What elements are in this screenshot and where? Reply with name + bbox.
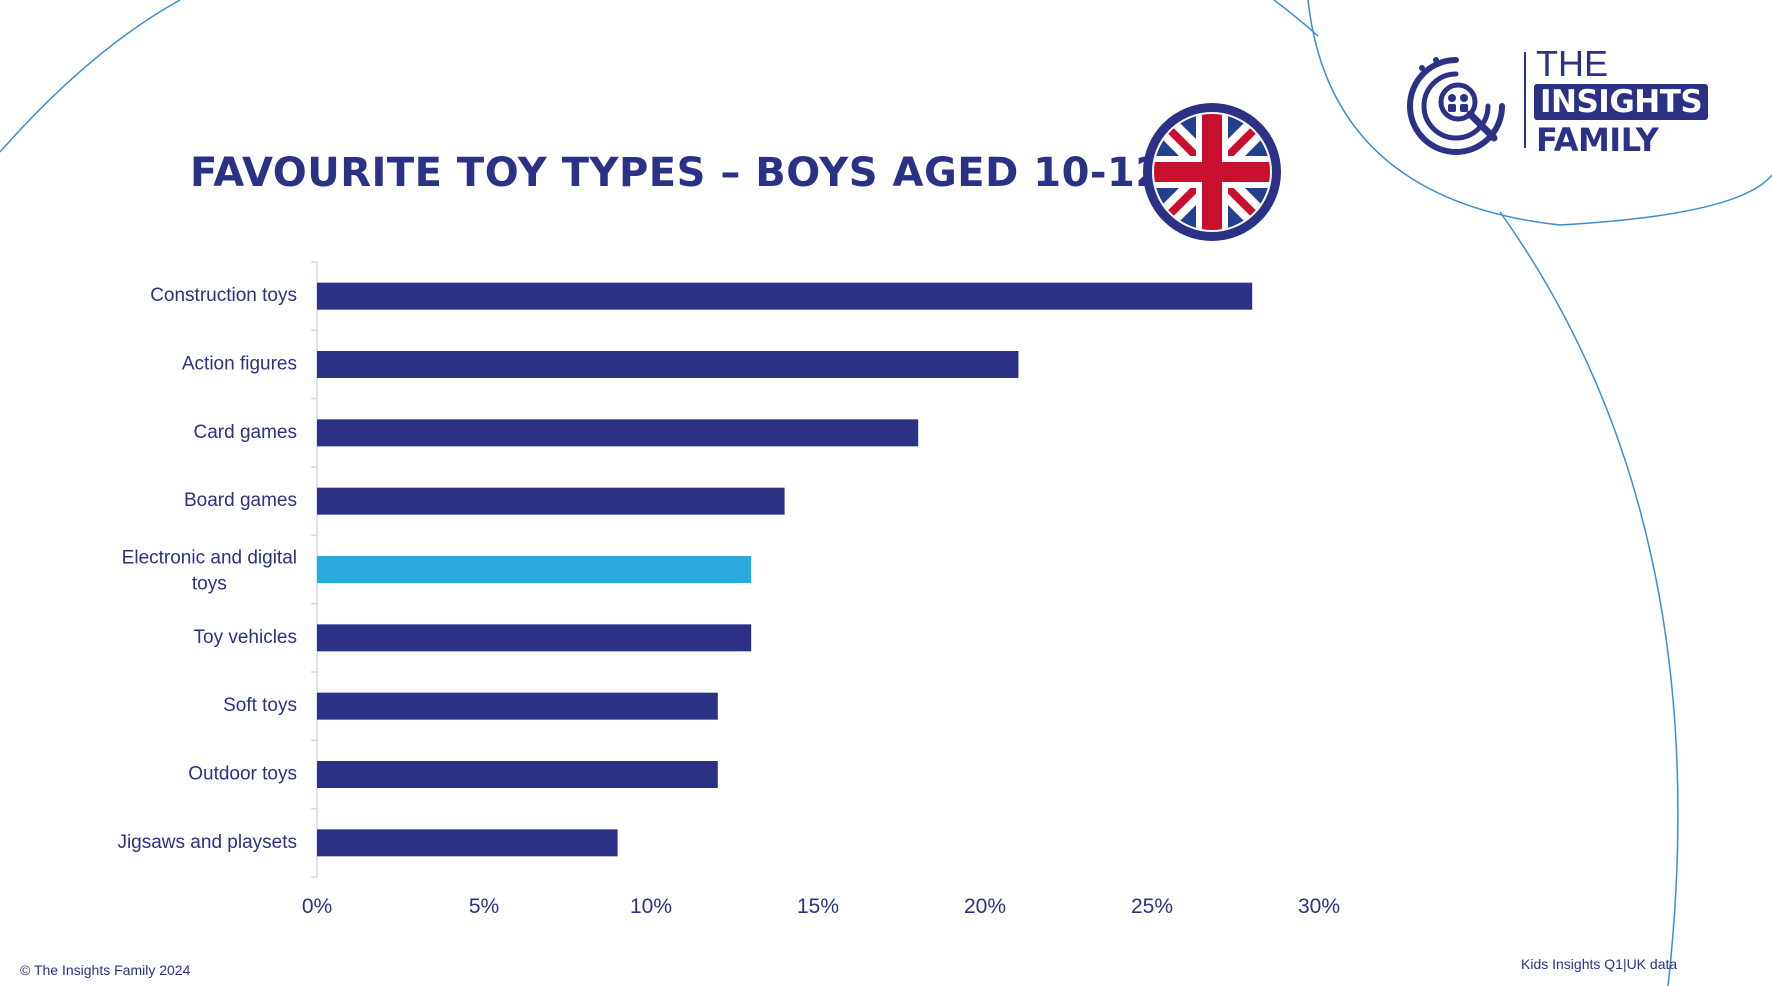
logo-family: FAMILY bbox=[1536, 121, 1659, 159]
logo-divider bbox=[1524, 52, 1526, 148]
logo-the: THE bbox=[1536, 43, 1608, 84]
category-label: Toy vehicles bbox=[194, 627, 298, 648]
logo-insights: INSIGHTS bbox=[1534, 84, 1709, 120]
bar bbox=[317, 487, 785, 515]
bar bbox=[317, 692, 718, 720]
category-label: Action figures bbox=[182, 354, 297, 375]
bar bbox=[317, 351, 1019, 378]
source-text: Kids Insights Q1|UK data bbox=[1521, 956, 1678, 972]
bar bbox=[317, 419, 919, 447]
insights-family-logo: THE INSIGHTS FAMILY bbox=[1396, 44, 1726, 164]
x-tick-label: 10% bbox=[630, 895, 672, 918]
category-label: Electronic and digital toys bbox=[122, 548, 297, 595]
x-tick-label: 25% bbox=[1131, 895, 1173, 918]
bar bbox=[317, 556, 752, 583]
x-tick-label: 15% bbox=[797, 895, 839, 918]
bar bbox=[317, 829, 618, 857]
category-label: Soft toys bbox=[223, 695, 297, 716]
category-label: Construction toys bbox=[150, 285, 297, 306]
category-label: Card games bbox=[194, 422, 298, 443]
uk-flag-icon bbox=[1143, 103, 1281, 241]
copyright-text: © The Insights Family 2024 bbox=[20, 962, 191, 978]
x-tick-label: 20% bbox=[964, 895, 1006, 918]
x-tick-label: 30% bbox=[1298, 895, 1340, 918]
bar bbox=[317, 761, 718, 788]
x-tick-label: 5% bbox=[469, 895, 499, 918]
bar bbox=[317, 282, 1253, 310]
x-tick-label: 0% bbox=[302, 895, 332, 918]
bar bbox=[317, 624, 752, 652]
category-label: Outdoor toys bbox=[188, 764, 297, 785]
page-title: FAVOURITE TOY TYPES – BOYS AGED 10-12 bbox=[190, 150, 1164, 196]
category-label: Jigsaws and playsets bbox=[117, 832, 297, 853]
insights-magnifier-icon bbox=[1407, 57, 1505, 155]
category-label: Board games bbox=[184, 490, 297, 511]
